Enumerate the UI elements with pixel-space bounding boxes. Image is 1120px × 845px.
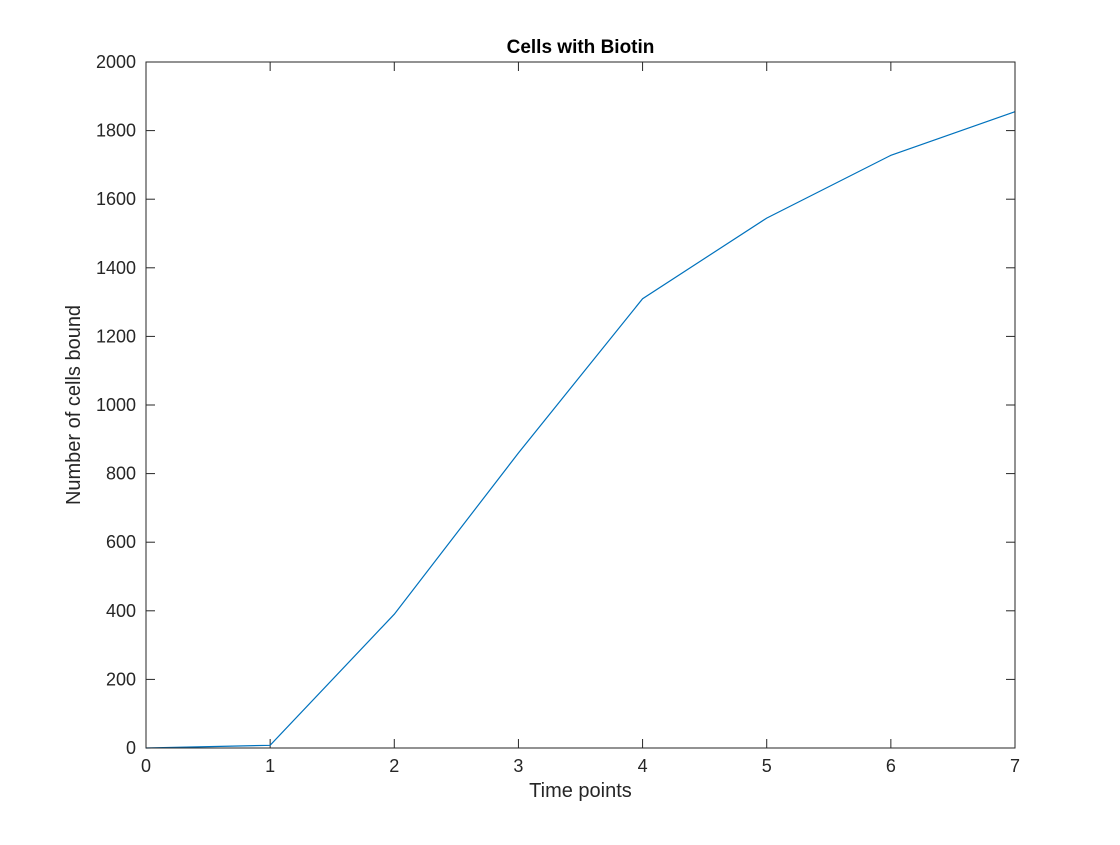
x-tick-label: 5	[762, 756, 772, 776]
y-tick-label: 1800	[96, 121, 136, 141]
y-tick-label: 1200	[96, 326, 136, 346]
x-tick-label: 6	[886, 756, 896, 776]
y-tick-label: 600	[106, 532, 136, 552]
x-tick-label: 0	[141, 756, 151, 776]
y-tick-label: 1400	[96, 258, 136, 278]
y-tick-label: 800	[106, 464, 136, 484]
y-tick-label: 400	[106, 601, 136, 621]
y-tick-label: 0	[126, 738, 136, 758]
y-tick-label: 2000	[96, 52, 136, 72]
x-tick-label: 2	[389, 756, 399, 776]
y-tick-label: 200	[106, 669, 136, 689]
x-tick-label: 4	[638, 756, 648, 776]
y-axis-title: Number of cells bound	[63, 305, 85, 505]
x-tick-label: 3	[513, 756, 523, 776]
chart-title: Cells with Biotin	[507, 37, 655, 58]
y-tick-label: 1000	[96, 395, 136, 415]
x-tick-label: 7	[1010, 756, 1020, 776]
x-axis-title: Time points	[529, 780, 632, 802]
y-tick-label: 1600	[96, 189, 136, 209]
x-tick-label: 1	[265, 756, 275, 776]
